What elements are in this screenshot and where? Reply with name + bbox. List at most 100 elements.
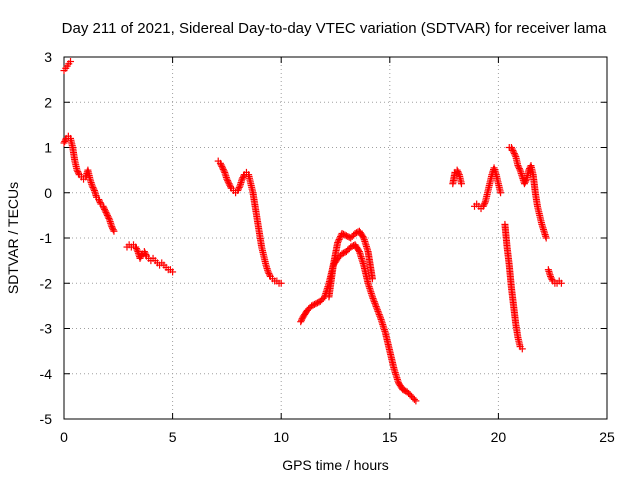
data-point-arc-5 (376, 312, 384, 320)
data-point-arc-4 (277, 279, 285, 287)
data-point-arc-5 (372, 301, 380, 309)
data-point-arc-3 (137, 251, 145, 259)
data-point-arc-4 (265, 269, 273, 277)
data-point-arc-2 (103, 210, 111, 218)
data-point-arc-4 (239, 174, 247, 182)
data-point-arc-5 (375, 309, 383, 317)
x-tick-label: 25 (599, 429, 615, 445)
data-point-arc-2 (105, 214, 113, 222)
data-point-arc-6 (334, 237, 342, 245)
data-point-arc-8 (479, 202, 487, 210)
data-point-arc-2 (99, 202, 107, 210)
data-point-arc-2 (60, 139, 68, 147)
data-point-arc-10 (510, 148, 518, 156)
data-point-arc-4 (235, 183, 243, 191)
data-point-arc-5 (370, 296, 378, 304)
data-point-arc-6 (335, 236, 343, 244)
data-point-arc-10 (515, 165, 523, 173)
data-point-arc-7 (457, 180, 465, 188)
y-tick-label: 3 (44, 49, 52, 65)
data-point-arc-4 (219, 164, 227, 172)
y-tick-label: -2 (40, 275, 53, 291)
x-axis-title: GPS time / hours (282, 457, 389, 473)
x-tick-label: 10 (273, 429, 289, 445)
data-point-arc-11 (557, 279, 565, 287)
data-point-arc-4 (219, 165, 227, 173)
data-point-arc-10 (514, 162, 522, 170)
data-point-arc-2 (88, 182, 96, 190)
data-point-arc-3 (140, 248, 148, 256)
data-point-arc-5 (372, 303, 380, 311)
data-point-arc-5 (369, 294, 377, 302)
data-point-arc-2 (61, 137, 69, 145)
data-point-arc-5 (368, 293, 376, 301)
x-tick-label: 20 (491, 429, 507, 445)
data-point-arc-2 (74, 168, 82, 176)
data-point-arc-11 (547, 272, 555, 280)
data-point-arc-2 (104, 213, 112, 221)
data-point-arc-4 (266, 271, 274, 279)
data-point-arc-4 (224, 178, 232, 186)
data-point-arc-10 (515, 163, 523, 171)
data-point-arc-2 (95, 197, 103, 205)
data-point-arc-2 (95, 196, 103, 204)
data-point-arc-11 (548, 275, 556, 283)
plot-frame (63, 56, 608, 420)
data-point-arc-8 (481, 199, 489, 207)
data-point-arc-2 (108, 223, 116, 231)
data-point-arc-4 (226, 181, 234, 189)
data-point-arc-4 (227, 183, 235, 191)
data-point-arc-7 (455, 169, 463, 177)
data-point-arc-5 (376, 314, 384, 322)
data-point-arc-10 (508, 145, 516, 153)
data-point-arc-6 (336, 234, 344, 242)
data-point-arc-2 (74, 169, 82, 177)
data-point-arc-10 (511, 151, 519, 159)
data-point-arc-2 (109, 224, 117, 232)
data-point-arc-3 (142, 251, 150, 259)
data-point-arc-4 (264, 268, 272, 276)
data-point-arc-7 (454, 168, 462, 176)
axis-ticks: 0 5 10 15 20 25 -5 -4 -3 -2 -1 0 1 2 3 (40, 49, 615, 445)
data-point-arc-8 (480, 201, 488, 209)
data-point-arc-4 (220, 167, 228, 175)
data-point-arc-5 (297, 318, 305, 326)
data-point-arc-2 (101, 205, 109, 213)
chart-title: Day 211 of 2021, Sidereal Day-to-day VTE… (62, 20, 607, 37)
data-point-arc-4 (218, 162, 226, 170)
y-tick-label: -1 (40, 230, 53, 246)
data-point-arc-5 (412, 397, 420, 405)
data-point-arc-2 (102, 208, 110, 216)
data-point-arc-9 (518, 345, 526, 353)
x-tick-label: 5 (169, 429, 177, 445)
data-point-arc-4 (216, 159, 224, 167)
data-point-arc-10 (509, 147, 517, 155)
data-point-arc-3 (132, 245, 140, 253)
y-axis-title: SDTVAR / TECUs (5, 182, 21, 294)
data-point-arc-2 (101, 207, 109, 215)
data-point-arc-2 (100, 204, 108, 212)
data-point-arc-2 (96, 199, 104, 207)
data-point-arc-3 (169, 268, 177, 276)
data-point-arc-5 (373, 304, 381, 312)
data-point-arc-10 (510, 150, 518, 158)
data-point-arc-4 (234, 185, 242, 193)
data-point-arc-3 (136, 254, 144, 262)
data-point-arc-10 (520, 180, 528, 188)
data-point-arc-5 (297, 316, 305, 324)
data-point-arc-6 (368, 275, 376, 283)
data-point-arc-2 (90, 185, 98, 193)
x-tick-label: 0 (60, 429, 68, 445)
data-point-arc-7 (453, 166, 461, 174)
data-point-arc-3 (133, 246, 141, 254)
data-point-arc-5 (355, 246, 363, 254)
data-point-arc-11 (547, 274, 555, 282)
y-tick-label: 0 (44, 185, 52, 201)
data-point-arc-3 (137, 253, 145, 261)
data-point-arc-2 (103, 211, 111, 219)
y-tick-label: -4 (40, 366, 53, 382)
x-tick-label: 15 (382, 429, 398, 445)
data-point-arc-4 (224, 177, 232, 185)
data-point-arc-5 (374, 307, 382, 315)
